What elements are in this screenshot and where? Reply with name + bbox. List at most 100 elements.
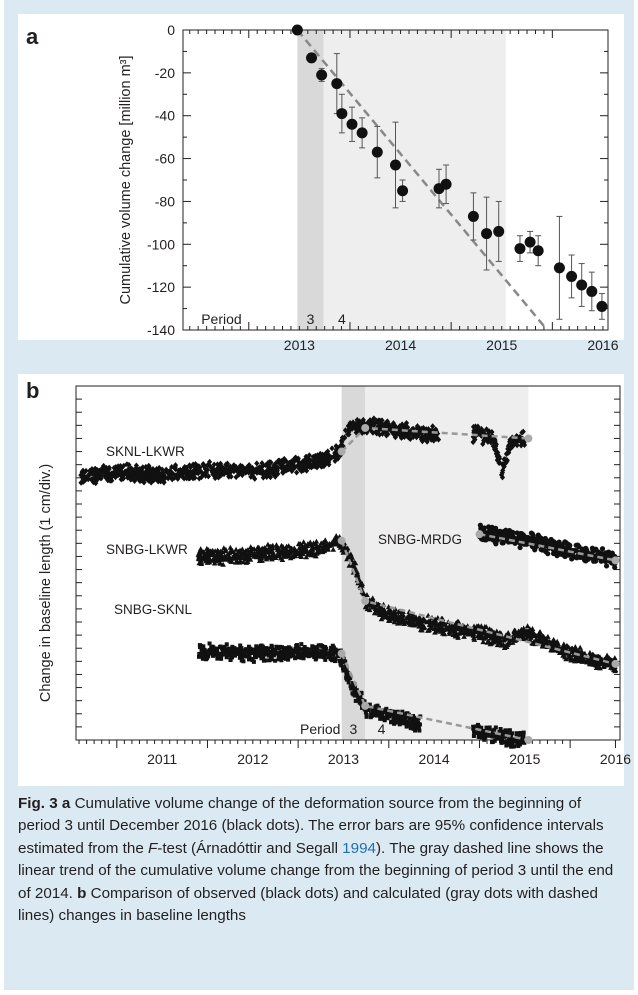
data-point: [226, 646, 231, 651]
data-point: [192, 468, 198, 475]
data-point: [476, 734, 481, 739]
data-point: [363, 710, 368, 715]
data-point: [236, 648, 241, 653]
data-point: [473, 729, 478, 734]
data-point: [261, 658, 266, 663]
data-point: [436, 627, 443, 633]
data-point: [329, 645, 334, 650]
data-point: [308, 552, 315, 558]
data-point: [561, 641, 567, 647]
data-point: [322, 537, 329, 543]
data-point: [239, 658, 244, 663]
data-point: [423, 426, 429, 433]
data-point: [416, 716, 421, 721]
data-point: [507, 438, 514, 445]
data-point: [119, 473, 125, 480]
data-point: [275, 457, 282, 464]
data-point: [233, 474, 239, 481]
data-point: [274, 467, 280, 474]
data-point: [332, 457, 338, 464]
data-point: [486, 626, 493, 632]
data-point: [387, 714, 392, 719]
data-point: [203, 657, 208, 662]
data-point: [226, 473, 232, 480]
data-point: [261, 655, 266, 660]
data-point: [305, 540, 311, 546]
data-point: [351, 692, 356, 697]
data-point: [198, 553, 205, 559]
data-point: [297, 646, 302, 651]
data-point: [578, 649, 585, 655]
data-point: [313, 544, 319, 550]
data-point: [370, 429, 376, 436]
data-point: [377, 421, 384, 428]
data-point: [114, 467, 120, 474]
data-point: [443, 624, 450, 630]
data-point: [493, 443, 499, 450]
caption-ftest: F: [148, 839, 158, 857]
data-point: [411, 722, 416, 727]
data-point: [326, 655, 331, 660]
data-point: [102, 466, 108, 473]
data-point: [457, 629, 464, 635]
caption-text-2: -test (Árnadóttir and Segall: [157, 839, 343, 857]
data-point: [171, 464, 177, 471]
data-point: [255, 647, 260, 652]
data-point: [322, 645, 327, 650]
data-point: [485, 438, 491, 445]
data-point: [433, 618, 439, 624]
data-point: [307, 457, 313, 464]
data-point: [286, 553, 292, 559]
data-point: [371, 602, 377, 608]
data-point: [258, 650, 263, 655]
data-point: [352, 564, 358, 570]
data-point: [219, 656, 224, 661]
data-point: [481, 728, 486, 733]
plot-frame: [75, 385, 621, 741]
data-point: [349, 425, 355, 432]
data-point: [407, 721, 412, 726]
caption-citation-link[interactable]: 1994: [342, 839, 376, 857]
data-point: [448, 627, 454, 633]
data-point: [229, 547, 236, 553]
data-point: [248, 473, 254, 480]
data-point: [306, 452, 312, 459]
data-point: [198, 560, 205, 566]
data-point: [250, 469, 257, 476]
data-point: [283, 646, 288, 651]
data-point: [262, 648, 267, 653]
panel-a: a 0 -20 -40 -60 -80 -100 -120 -140 2013 2014 2015 2…: [18, 14, 624, 353]
data-point: [509, 731, 514, 736]
data-point: [451, 626, 458, 632]
data-point: [287, 648, 292, 653]
data-point: [541, 637, 547, 643]
data-point: [203, 652, 208, 657]
data-point: [244, 465, 250, 472]
data-point: [115, 472, 121, 479]
data-point: [480, 428, 487, 435]
data-point: [148, 479, 154, 486]
data-point: [205, 473, 211, 480]
data-point: [435, 436, 442, 443]
data-point: [85, 476, 91, 483]
data-point: [350, 423, 356, 430]
data-point: [383, 421, 389, 428]
data-point: [366, 607, 373, 613]
data-point: [323, 657, 328, 662]
data-point: [409, 717, 414, 722]
caption-text-1: Cumulative volume change of the deformat…: [18, 795, 604, 857]
y-axis-title: Change in baseline length (1 cm/div.): [38, 464, 54, 702]
data-point: [344, 431, 351, 438]
data-point: [402, 422, 408, 429]
data-point: [378, 610, 385, 616]
data-point: [307, 650, 312, 655]
data-point: [499, 740, 504, 745]
period-number: 3: [307, 311, 315, 327]
data-point: [351, 685, 356, 690]
data-point: [478, 425, 485, 432]
data-point: [197, 548, 203, 554]
data-point: [512, 436, 518, 443]
data-point: [194, 465, 200, 472]
data-point: [471, 427, 477, 434]
data-point: [369, 595, 376, 601]
